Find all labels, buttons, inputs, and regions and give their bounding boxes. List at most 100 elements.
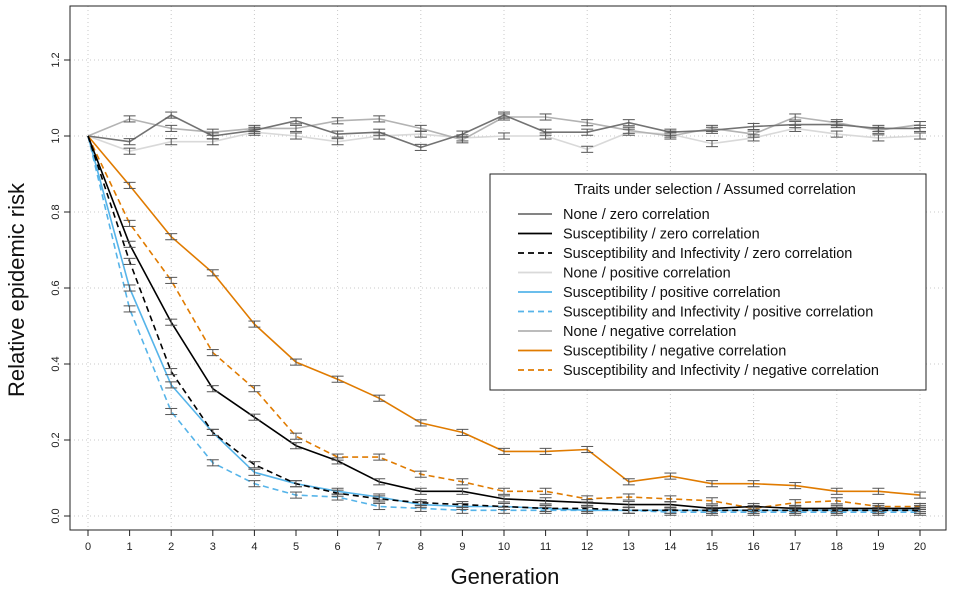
error-bar (747, 122, 760, 131)
error-bar (498, 132, 510, 140)
error-bar (539, 447, 552, 455)
error-bar (872, 502, 885, 511)
error-bar (123, 219, 136, 227)
x-tick-label: 7 (376, 541, 382, 553)
error-bar (123, 284, 136, 292)
legend: Traits under selection / Assumed correla… (489, 173, 927, 391)
error-bar (830, 487, 843, 495)
error-bar (914, 121, 926, 129)
error-bar (581, 145, 594, 153)
error-bar (414, 487, 427, 495)
error-bar (914, 491, 926, 499)
error-bar (622, 126, 635, 134)
error-bar (206, 128, 219, 136)
legend-box (489, 173, 927, 391)
legend-label: None / negative correlation (563, 324, 736, 340)
error-bar (498, 113, 510, 121)
error-bar (373, 478, 386, 486)
error-bar (789, 482, 802, 490)
error-bar (206, 385, 219, 393)
x-tick-label: 11 (540, 541, 551, 553)
error-bar (539, 497, 552, 505)
x-tick-label: 19 (872, 541, 884, 553)
error-bar (414, 143, 427, 151)
error-bar (498, 447, 510, 455)
error-bar (248, 461, 261, 469)
x-tick-label: 3 (210, 541, 216, 553)
error-bar (706, 508, 718, 516)
legend-label: None / zero correlation (563, 207, 710, 223)
error-bar (664, 495, 677, 503)
y-tick-label: 0.6 (50, 280, 62, 295)
error-bar (747, 504, 760, 512)
error-bar (165, 138, 178, 146)
error-bar (706, 140, 718, 148)
error-bar (664, 132, 677, 140)
error-bar (373, 115, 386, 123)
error-bar (456, 136, 469, 144)
error-bar (456, 506, 469, 514)
error-bar (747, 480, 760, 488)
error-bar (206, 459, 219, 467)
error-bar (165, 318, 178, 326)
error-bar (331, 375, 344, 383)
error-bar (622, 493, 635, 501)
error-bar (290, 358, 302, 366)
error-bar (331, 493, 344, 501)
x-tick-label: 13 (623, 541, 635, 553)
error-bar (747, 130, 760, 138)
error-bar (706, 124, 718, 132)
error-bar (248, 413, 261, 421)
error-bar (248, 320, 261, 328)
error-bar (789, 499, 802, 507)
error-bars (123, 111, 926, 516)
error-bar (414, 419, 427, 427)
error-bar (373, 493, 386, 501)
error-bar (123, 147, 136, 155)
error-bar (456, 428, 469, 436)
error-bar (456, 487, 469, 495)
legend-label: Susceptibility and Infectivity / negativ… (563, 363, 879, 379)
error-bar (789, 124, 802, 132)
error-bar (206, 269, 219, 277)
error-bar (539, 132, 552, 140)
y-tick-label: 0.4 (50, 356, 62, 371)
error-bar (706, 480, 718, 488)
error-bar (248, 480, 261, 488)
error-bar (581, 506, 594, 514)
error-bar (331, 138, 344, 146)
x-tick-label: 18 (831, 541, 843, 553)
y-tick-label: 1.0 (50, 128, 62, 143)
y-tick-label: 0.8 (50, 204, 62, 219)
x-tick-label: 10 (498, 541, 510, 553)
y-tick-label: 1.2 (50, 52, 62, 67)
error-bar (789, 508, 802, 516)
error-bar (622, 119, 635, 127)
x-tick-label: 16 (747, 541, 759, 553)
error-bar (290, 491, 302, 499)
error-bar (498, 506, 510, 514)
error-bar (830, 508, 843, 516)
error-bar (830, 497, 843, 505)
error-bar (498, 487, 510, 495)
error-bar (914, 132, 926, 140)
error-bar (581, 128, 594, 136)
error-bar (206, 349, 219, 357)
error-bar (498, 495, 510, 503)
error-bar (248, 124, 261, 132)
x-tick-label: 14 (664, 541, 676, 553)
error-bar (123, 138, 136, 146)
x-tick-label: 15 (706, 541, 718, 553)
error-bar (331, 453, 344, 461)
x-tick-label: 1 (127, 541, 133, 553)
legend-items: None / zero correlation Susceptibility / … (518, 207, 879, 379)
y-axis-title: Relative epidemic risk (4, 182, 29, 397)
error-bar (290, 124, 302, 132)
error-bar (539, 506, 552, 514)
x-tick-label: 6 (335, 541, 341, 553)
error-bar (206, 428, 219, 436)
error-bar (123, 181, 136, 189)
error-bar (581, 495, 594, 503)
error-bar (123, 257, 136, 265)
